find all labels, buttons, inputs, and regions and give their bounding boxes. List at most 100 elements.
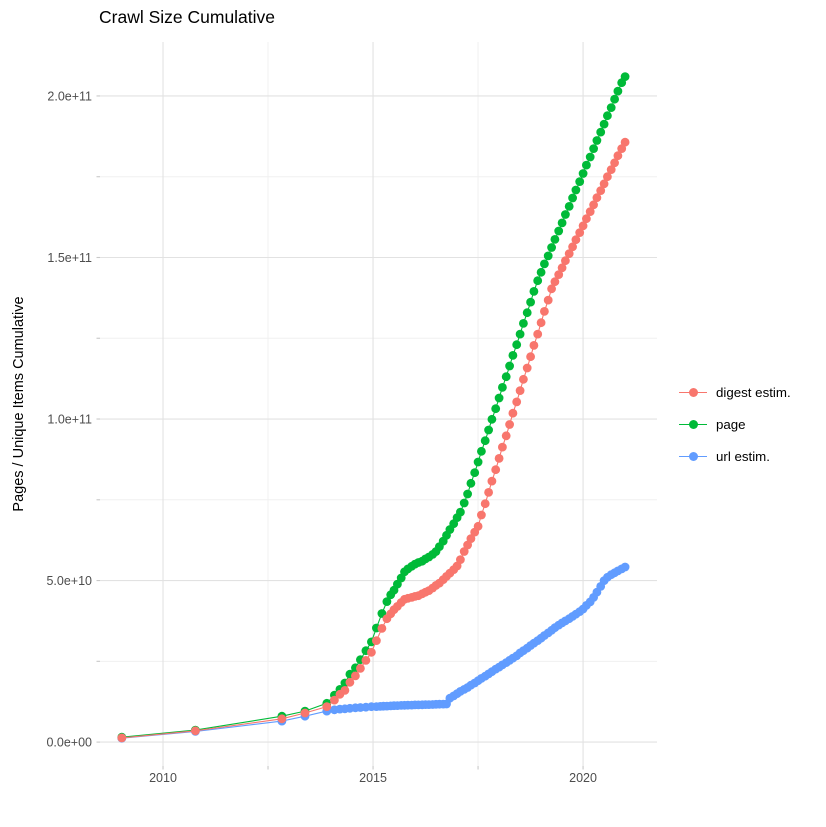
data-point bbox=[484, 425, 493, 435]
data-point bbox=[491, 465, 501, 475]
data-point bbox=[613, 151, 623, 161]
series-url-estim bbox=[117, 562, 630, 743]
data-point bbox=[456, 507, 465, 517]
data-point bbox=[340, 686, 350, 695]
data-point bbox=[564, 249, 574, 258]
data-point bbox=[382, 597, 392, 606]
axis-ticks bbox=[96, 95, 584, 770]
data-point bbox=[578, 169, 588, 178]
legend-dot-icon bbox=[688, 388, 698, 397]
data-point bbox=[585, 207, 595, 217]
data-point bbox=[599, 119, 609, 129]
legend-dot-icon bbox=[688, 420, 698, 429]
data-point bbox=[480, 499, 490, 509]
data-point bbox=[515, 386, 525, 395]
data-point bbox=[529, 287, 539, 296]
data-point bbox=[377, 624, 387, 633]
data-point bbox=[345, 677, 355, 687]
legend-dot-icon bbox=[688, 452, 698, 461]
data-point bbox=[508, 408, 518, 418]
data-point bbox=[491, 404, 501, 414]
chart-title: Crawl Size Cumulative bbox=[99, 7, 276, 27]
data-point bbox=[456, 555, 465, 564]
legend-item-page: page bbox=[679, 413, 791, 435]
data-point bbox=[599, 179, 609, 189]
data-point bbox=[568, 193, 577, 203]
data-point bbox=[536, 318, 546, 328]
data-point bbox=[585, 152, 595, 162]
data-point bbox=[522, 363, 532, 373]
data-point bbox=[561, 210, 570, 219]
data-point bbox=[330, 695, 339, 705]
legend-item-digest-estim: digest estim. bbox=[679, 381, 791, 403]
data-point bbox=[554, 226, 564, 236]
data-point bbox=[540, 259, 549, 269]
y-tick-label: 2.0e+11 bbox=[47, 89, 92, 103]
data-point bbox=[372, 636, 381, 645]
gridlines-minor bbox=[100, 42, 657, 766]
data-point bbox=[568, 242, 577, 252]
data-point bbox=[512, 340, 522, 350]
gridlines-major bbox=[100, 42, 657, 766]
data-point bbox=[494, 454, 504, 463]
legend-key-url-estim bbox=[679, 445, 707, 467]
data-point bbox=[477, 446, 486, 456]
data-point bbox=[620, 137, 630, 147]
data-point bbox=[494, 393, 504, 403]
y-tick-label: 5.0e+10 bbox=[46, 574, 92, 588]
data-point bbox=[466, 478, 476, 488]
legend-label: digest estim. bbox=[716, 384, 791, 400]
data-point bbox=[578, 221, 588, 231]
data-point bbox=[589, 200, 598, 210]
data-point bbox=[533, 276, 543, 286]
x-tick-labels: 2010 2015 2020 bbox=[149, 771, 597, 785]
data-point bbox=[459, 547, 469, 556]
data-point bbox=[477, 510, 486, 520]
data-point bbox=[498, 383, 507, 392]
data-point bbox=[620, 562, 630, 572]
data-point bbox=[505, 420, 514, 429]
legend-item-url-estim: url estim. bbox=[679, 445, 791, 467]
data-point bbox=[596, 186, 606, 196]
data-point bbox=[508, 351, 518, 360]
data-point bbox=[575, 228, 585, 238]
data-point bbox=[277, 714, 287, 724]
data-point bbox=[300, 708, 310, 718]
data-point bbox=[575, 177, 585, 187]
y-tick-label: 1.0e+11 bbox=[47, 412, 92, 426]
legend-label: url estim. bbox=[716, 448, 770, 464]
data-point bbox=[596, 127, 606, 137]
data-point bbox=[554, 270, 564, 279]
data-point bbox=[550, 277, 560, 287]
data-point bbox=[501, 372, 511, 382]
data-point bbox=[603, 172, 612, 182]
data-point bbox=[519, 319, 528, 328]
data-point bbox=[620, 72, 630, 81]
data-point bbox=[459, 498, 469, 508]
y-axis-title: Pages / Unique Items Cumulative bbox=[11, 296, 27, 512]
data-point bbox=[519, 374, 528, 384]
y-tick-labels: 0.0e+00 5.0e+10 1.0e+11 1.5e+11 2.0e+11 bbox=[46, 89, 92, 749]
data-point bbox=[571, 185, 581, 195]
data-point bbox=[613, 86, 623, 96]
data-point bbox=[498, 442, 507, 452]
data-point bbox=[487, 414, 497, 424]
series-page bbox=[117, 72, 630, 742]
data-point bbox=[473, 521, 483, 531]
data-point bbox=[540, 307, 549, 316]
data-point bbox=[561, 256, 570, 266]
x-tick-label: 2015 bbox=[359, 771, 387, 785]
y-tick-label: 1.5e+11 bbox=[47, 251, 92, 265]
data-point bbox=[470, 468, 480, 478]
data-point bbox=[484, 488, 493, 497]
data-point bbox=[191, 726, 200, 736]
data-point bbox=[592, 193, 602, 203]
data-point bbox=[463, 489, 472, 499]
data-point bbox=[543, 251, 553, 261]
data-point bbox=[536, 267, 546, 277]
data-point bbox=[512, 397, 522, 407]
y-tick-label: 0.0e+00 bbox=[46, 735, 92, 749]
data-point bbox=[557, 218, 567, 228]
